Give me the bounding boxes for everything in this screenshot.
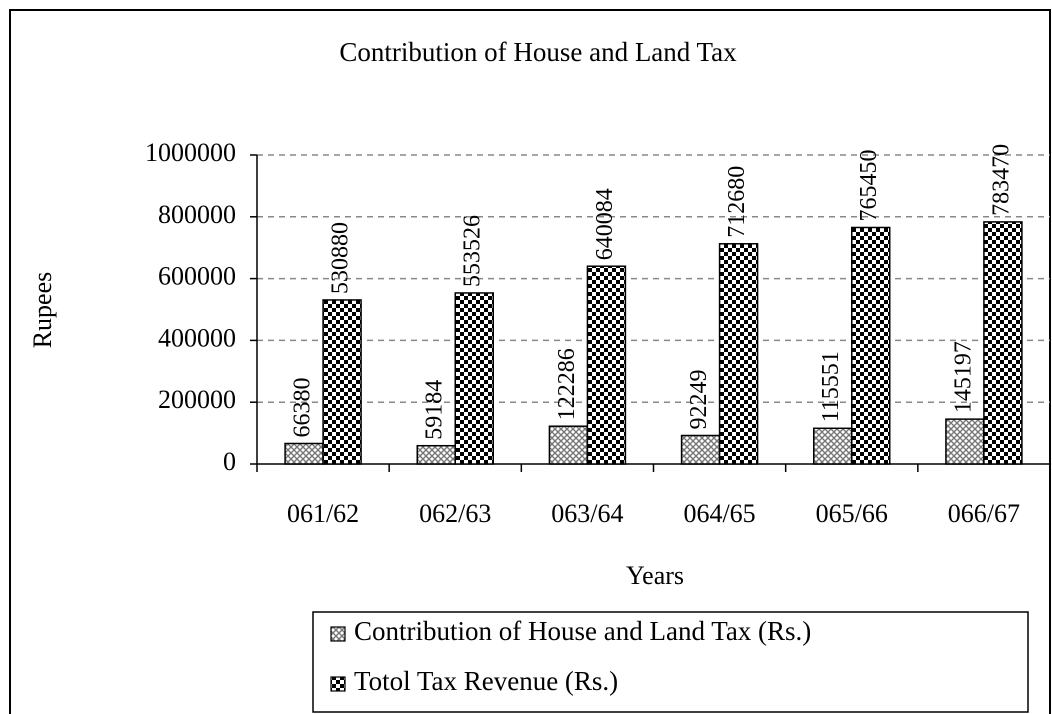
x-axis-title: Years: [626, 561, 684, 590]
x-tick-label: 064/65: [683, 499, 755, 528]
data-label: 66380: [290, 377, 316, 437]
data-label: 553526: [460, 215, 486, 287]
data-label: 59184: [422, 380, 448, 440]
bar: [680, 434, 721, 465]
bar: [718, 243, 759, 465]
bar: [548, 425, 589, 465]
frame: [9, 9, 1051, 714]
bar: [322, 299, 362, 465]
bar: [586, 265, 627, 465]
bar: [945, 418, 985, 465]
bar: [851, 226, 891, 465]
legend-box: [312, 611, 1029, 713]
data-label: 640084: [592, 188, 618, 260]
legend-swatch: [330, 676, 346, 692]
data-label: 530880: [328, 222, 354, 294]
legend-swatch: [330, 626, 346, 642]
y-axis-title: Rupees: [28, 272, 57, 349]
data-label: 712680: [724, 166, 750, 238]
data-label: 783470: [988, 144, 1014, 216]
x-tick-label: 066/67: [948, 499, 1020, 528]
bar: [813, 427, 853, 465]
bar: [454, 292, 494, 465]
y-tick-label: 800000: [158, 200, 236, 229]
bar: [284, 442, 324, 465]
data-label: 765450: [856, 149, 882, 221]
data-label: 92249: [686, 369, 712, 429]
legend-label: Totol Tax Revenue (Rs.): [354, 666, 618, 696]
y-tick-label: 200000: [158, 385, 236, 414]
chart-title: Contribution of House and Land Tax: [339, 37, 737, 67]
legend-label: Contribution of House and Land Tax (Rs.): [354, 616, 811, 646]
y-tick-label: 0: [223, 447, 236, 476]
x-tick-label: 061/62: [287, 499, 359, 528]
y-tick-label: 1000000: [145, 138, 236, 167]
data-label: 122286: [554, 348, 580, 420]
data-label: 115551: [818, 351, 844, 422]
x-tick-label: 065/66: [816, 499, 888, 528]
y-tick-label: 400000: [158, 323, 236, 352]
bar: [416, 444, 456, 465]
x-tick-label: 063/64: [551, 499, 623, 528]
x-tick-label: 062/63: [419, 499, 491, 528]
bar: [983, 221, 1023, 465]
y-tick-label: 600000: [158, 262, 236, 291]
data-label: 145197: [950, 341, 976, 413]
